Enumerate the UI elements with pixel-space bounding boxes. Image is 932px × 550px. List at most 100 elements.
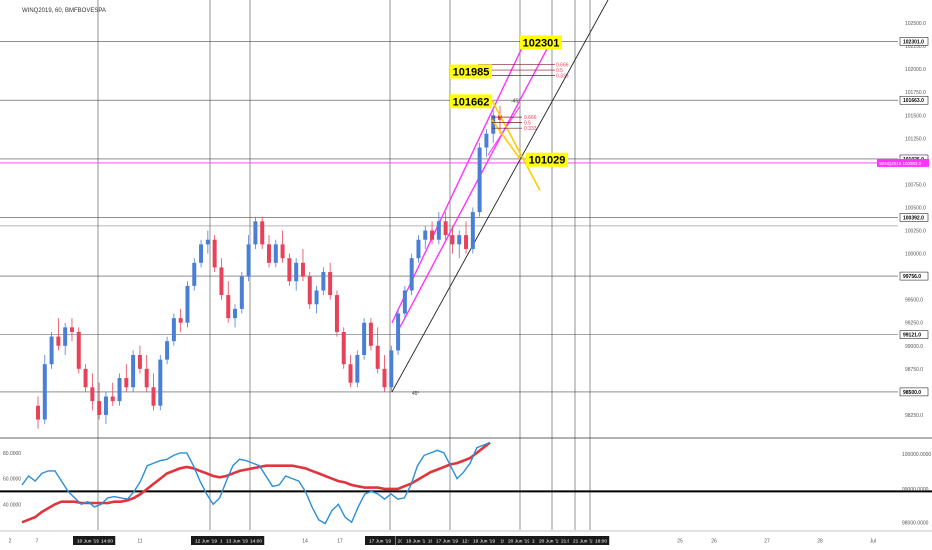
channel-upper-line [391, 41, 526, 324]
candle-body [396, 313, 401, 351]
candle-body [307, 276, 312, 305]
candle-body [185, 285, 190, 323]
price-tick-label: 99250.0 [905, 321, 923, 327]
candle-body [253, 221, 258, 245]
candle-body [389, 350, 394, 388]
time-tick-label: 20: [398, 539, 405, 545]
angle-label: -45° [511, 98, 520, 104]
time-tick-label: 28 [817, 539, 823, 545]
candle-body [219, 267, 224, 296]
candle-body [178, 318, 183, 323]
candle-body [375, 345, 380, 369]
candle-body [260, 221, 265, 245]
candle-body [287, 258, 292, 282]
price-tick-label: 100000.0 [905, 252, 926, 258]
price-callout-box [520, 35, 562, 50]
level-label: 100392.0 [903, 215, 924, 221]
candle-body [192, 262, 197, 286]
price-tick-label: 100250.0 [905, 229, 926, 235]
time-tick-box [395, 536, 407, 545]
channel-lower-line [399, 39, 553, 328]
candle-body [430, 230, 435, 240]
candle-body [362, 322, 367, 356]
candle-body [477, 147, 482, 213]
level-label: 102301.0 [903, 39, 924, 45]
candle-body [205, 239, 210, 245]
level-label-box [899, 95, 929, 105]
price-axis[interactable]: 102500.0 102250.0 102000.0 101750.0 101500.0… [877, 0, 932, 438]
candle-body [165, 341, 170, 360]
price-tick-label: 99000.0 [905, 344, 923, 350]
time-tick-label: 10 Jun '19 [77, 539, 99, 545]
candle-body [457, 235, 462, 245]
candle-body [42, 364, 47, 420]
level-label: 99756.0 [903, 274, 921, 280]
candle-body [144, 368, 149, 388]
angle-label: 45° [412, 391, 420, 397]
candle-body [117, 378, 122, 402]
time-tick-label: 21 Jun '19 [573, 539, 595, 545]
price-callout-label: 102301 [523, 37, 560, 49]
candle-body [368, 322, 373, 346]
time-tick-label: 19 Jun '19 [473, 539, 495, 545]
candle-body [294, 262, 299, 282]
time-tick-box [558, 536, 576, 545]
time-tick-label: 17 [337, 539, 343, 545]
candle-body [348, 364, 353, 383]
candle-body [450, 235, 455, 245]
candle-body [233, 308, 238, 319]
fib-label: 0.333 [556, 74, 569, 80]
fib-label: 0.5 [556, 68, 563, 74]
price-tick-label: 100750.0 [905, 182, 926, 188]
time-tick-box [569, 536, 599, 545]
time-tick-box [191, 536, 221, 545]
level-label: 99121.0 [903, 333, 921, 339]
candle-body [321, 272, 326, 291]
time-tick-label: 11 [137, 539, 142, 545]
channel-mini-line [487, 106, 521, 156]
candle-body [199, 244, 204, 263]
time-tick-label: 12:00 [462, 539, 474, 545]
drawing-tools [391, 0, 609, 393]
candle-body [484, 133, 489, 148]
candle-body [246, 244, 251, 277]
candle-body [131, 355, 136, 388]
level-label-box [899, 330, 929, 339]
price-callout-label: 101029 [529, 155, 566, 167]
level-label: 101663.0 [903, 98, 924, 104]
symbol-label: WINQ2019, 60, BMFBOVESPA [22, 8, 106, 14]
candle-body [300, 262, 305, 277]
time-tick-box [222, 536, 252, 545]
oscillator-tick-label: 40.0000 [3, 502, 21, 508]
time-tick-label: 14:00 [250, 539, 262, 545]
level-label-box [899, 387, 929, 397]
candle-body [226, 295, 231, 319]
time-tick-label: 7 [36, 539, 39, 545]
price-callout-box [526, 152, 568, 167]
time-tick-label: 12 Jun '19 [195, 539, 217, 545]
current-price-box [877, 158, 929, 167]
time-tick-box [365, 536, 395, 545]
candle-body [314, 290, 319, 305]
time-tick-box [459, 536, 477, 545]
fib-label: 0.5 [524, 121, 531, 127]
level-lines [0, 41, 898, 393]
candle-body [491, 115, 496, 134]
price-tick-label: 99500.0 [905, 298, 923, 304]
time-tick-box [592, 536, 610, 545]
time-tick-label: 25 [677, 539, 683, 545]
trendline [391, 0, 609, 393]
corrective-line-2 [491, 119, 521, 160]
price-callout-label: 101662 [453, 96, 490, 108]
candlestick-series [36, 106, 502, 429]
candle-body [423, 230, 428, 240]
time-tick-box [535, 536, 565, 545]
candle-body [103, 396, 108, 415]
candle-body [280, 244, 285, 259]
oscillator-tick-label: 60.0000 [3, 477, 21, 483]
candle-body [334, 295, 339, 332]
candle-body [382, 368, 387, 388]
oscillator-right-tick: 98000.0000 [902, 520, 929, 526]
